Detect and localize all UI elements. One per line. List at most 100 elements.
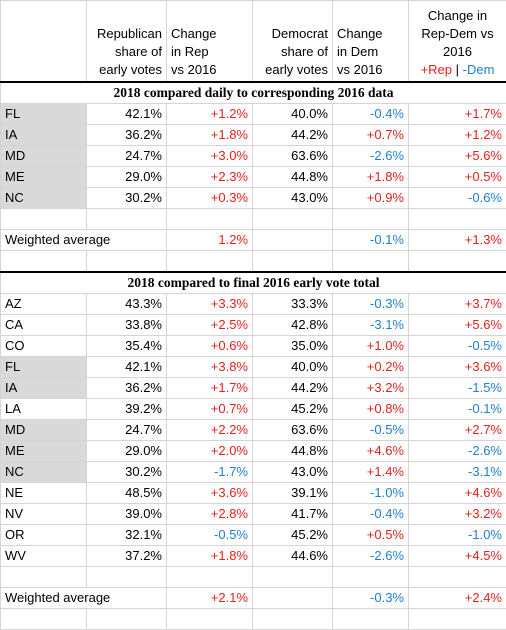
dem-change-cell: +0.2% — [333, 357, 409, 378]
weighted-dem-change: -0.1% — [333, 230, 409, 251]
rep-change-cell: +1.8% — [167, 546, 253, 567]
state-cell: AZ — [1, 294, 87, 315]
spacer-row — [1, 609, 506, 630]
spacer-cell — [87, 251, 167, 273]
spacer-cell — [1, 209, 87, 230]
state-cell: IA — [1, 378, 87, 399]
rep-share-cell: 24.7% — [87, 146, 167, 167]
rep-share-cell: 42.1% — [87, 104, 167, 125]
diff-cell: +4.6% — [409, 483, 506, 504]
dem-share-cell: 40.0% — [253, 357, 333, 378]
rep-share-cell: 33.8% — [87, 315, 167, 336]
rep-change-cell: +1.8% — [167, 125, 253, 146]
state-cell: MD — [1, 420, 87, 441]
spacer-cell — [333, 209, 409, 230]
diff-cell: +3.7% — [409, 294, 506, 315]
rep-change-cell: +1.2% — [167, 104, 253, 125]
rep-change-cell: +3.6% — [167, 483, 253, 504]
spacer-cell — [333, 567, 409, 588]
dem-change-cell: +1.0% — [333, 336, 409, 357]
diff-cell: +2.7% — [409, 420, 506, 441]
legend-dem: -Dem — [463, 62, 495, 77]
weighted-diff: +1.3% — [409, 230, 506, 251]
state-cell: ME — [1, 167, 87, 188]
diff-cell: +3.6% — [409, 357, 506, 378]
diff-cell: +5.6% — [409, 315, 506, 336]
dem-change-cell: -0.5% — [333, 420, 409, 441]
dem-change-cell: -2.6% — [333, 546, 409, 567]
section-title: 2018 compared to final 2016 early vote t… — [1, 272, 506, 294]
dem-change-cell: -0.4% — [333, 504, 409, 525]
dem-change-cell: -0.3% — [333, 294, 409, 315]
section-title: 2018 compared daily to corresponding 201… — [1, 82, 506, 104]
section-title-row: 2018 compared to final 2016 early vote t… — [1, 272, 506, 294]
rep-change-cell: +1.7% — [167, 378, 253, 399]
diff-cell: -0.5% — [409, 336, 506, 357]
rep-share-cell: 30.2% — [87, 462, 167, 483]
spacer-cell — [253, 609, 333, 630]
spacer-cell — [253, 567, 333, 588]
dem-change-cell: +0.9% — [333, 188, 409, 209]
state-cell: NC — [1, 462, 87, 483]
spacer-cell — [1, 609, 87, 630]
dem-share-cell: 63.6% — [253, 146, 333, 167]
spacer-cell — [409, 251, 506, 273]
spacer-cell — [167, 609, 253, 630]
rep-change-cell: +2.2% — [167, 420, 253, 441]
spacer-cell — [333, 251, 409, 273]
dem-change-cell: +3.2% — [333, 378, 409, 399]
rep-share-cell: 36.2% — [87, 378, 167, 399]
diff-cell: -1.5% — [409, 378, 506, 399]
weighted-blank — [253, 588, 333, 609]
weighted-average-label: Weighted average — [1, 230, 167, 251]
header-state-blank — [1, 1, 87, 83]
weighted-blank — [253, 230, 333, 251]
state-cell: FL — [1, 104, 87, 125]
diff-cell: -2.6% — [409, 441, 506, 462]
dem-share-cell: 44.6% — [253, 546, 333, 567]
weighted-rep-change: 1.2% — [167, 230, 253, 251]
spacer-cell — [409, 609, 506, 630]
spacer-cell — [167, 209, 253, 230]
diff-cell: +1.2% — [409, 125, 506, 146]
diff-cell: -3.1% — [409, 462, 506, 483]
diff-cell: +0.5% — [409, 167, 506, 188]
dem-change-cell: +1.4% — [333, 462, 409, 483]
dem-change-cell: -1.0% — [333, 483, 409, 504]
state-cell: CA — [1, 315, 87, 336]
weighted-average-label: Weighted average — [1, 588, 167, 609]
spacer-cell — [87, 609, 167, 630]
state-cell: LA — [1, 399, 87, 420]
rep-share-cell: 35.4% — [87, 336, 167, 357]
rep-share-cell: 24.7% — [87, 420, 167, 441]
dem-share-cell: 63.6% — [253, 420, 333, 441]
rep-share-cell: 42.1% — [87, 357, 167, 378]
dem-change-cell: +4.6% — [333, 441, 409, 462]
spacer-cell — [409, 567, 506, 588]
rep-share-cell: 39.2% — [87, 399, 167, 420]
dem-share-cell: 45.2% — [253, 399, 333, 420]
header-legend: +Rep | -Dem — [413, 61, 502, 79]
weighted-diff: +2.4% — [409, 588, 506, 609]
rep-change-cell: +2.3% — [167, 167, 253, 188]
rep-change-cell: +0.6% — [167, 336, 253, 357]
spacer-cell — [409, 209, 506, 230]
rep-change-cell: -0.5% — [167, 525, 253, 546]
